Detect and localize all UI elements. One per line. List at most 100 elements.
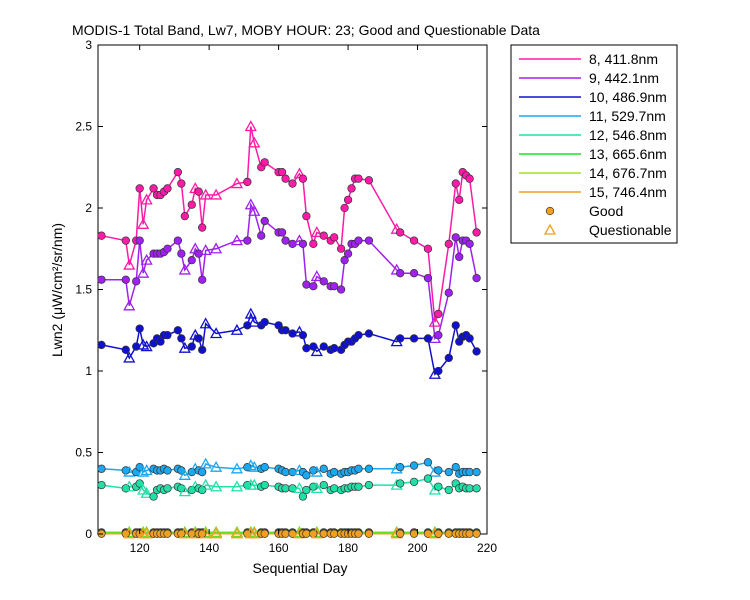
good-point [472, 228, 481, 237]
good-point [423, 244, 433, 253]
questionable-point [199, 478, 212, 490]
legend-good-marker [545, 206, 555, 216]
x-axis: 120 140 160 180 200 220 [130, 45, 497, 555]
good-point [455, 195, 464, 205]
good-point [97, 340, 106, 350]
questionable-point [178, 341, 191, 353]
good-point [465, 484, 474, 493]
good-point [277, 167, 287, 177]
good-point [465, 174, 474, 183]
good-point [177, 334, 186, 343]
y-axis: 0 0.5 1 1.5 2 2.5 3 [75, 38, 487, 541]
legend-entry: 8, 411.8nm [589, 51, 658, 67]
good-point [465, 467, 474, 477]
good-point [396, 269, 405, 278]
questionable-point [230, 177, 244, 189]
good-point [330, 233, 339, 242]
good-point [444, 353, 453, 363]
questionable-point [137, 266, 150, 278]
questionable-point [244, 307, 257, 319]
x-tick-label: 120 [130, 541, 150, 555]
legend-marker-label: Questionable [589, 222, 672, 238]
good-point [396, 228, 405, 237]
good-point [364, 176, 374, 185]
questionable-point [248, 478, 261, 490]
good-point [396, 334, 405, 343]
legend-marker-label: Good [589, 203, 623, 219]
good-point [302, 280, 311, 289]
good-point [309, 239, 318, 249]
good-point [396, 529, 405, 538]
good-point [364, 480, 374, 490]
questionable-point [230, 527, 244, 539]
good-point [163, 330, 172, 340]
questionable-point [209, 480, 223, 492]
questionable-point [123, 480, 136, 492]
good-point [455, 252, 464, 262]
good-point [97, 480, 106, 490]
x-tick-label: 200 [408, 541, 428, 555]
good-point [444, 467, 453, 477]
questionable-point [199, 244, 212, 256]
good-point [409, 334, 419, 343]
questionable-point [248, 527, 261, 539]
good-point [451, 463, 460, 472]
plot-area [97, 44, 488, 535]
good-point [97, 231, 106, 240]
questionable-point [230, 480, 244, 492]
good-point [149, 184, 158, 193]
good-point [354, 464, 363, 473]
good-point [330, 344, 339, 353]
questionable-point [209, 327, 223, 339]
questionable-point [199, 527, 212, 539]
good-point [163, 466, 172, 475]
good-point [281, 326, 290, 335]
questionable-point [209, 460, 223, 472]
questionable-point [123, 258, 136, 270]
good-point [340, 256, 349, 265]
questionable-point [199, 457, 212, 469]
good-point [451, 321, 460, 330]
good-point [121, 236, 130, 245]
good-point [343, 195, 353, 205]
questionable-point [230, 462, 244, 474]
legend-questionable-marker [543, 223, 557, 235]
good-point [281, 236, 290, 245]
questionable-point [123, 299, 136, 311]
questionable-point [123, 351, 136, 363]
good-point [180, 211, 189, 221]
y-tick-label: 0.5 [75, 446, 92, 460]
questionable-point [140, 527, 153, 539]
questionable-point [178, 263, 191, 275]
good-point [409, 461, 419, 470]
y-tick-label: 3 [85, 38, 92, 52]
legend-entry: 12, 546.8nm [589, 127, 667, 143]
good-point [135, 184, 144, 193]
x-axis-label: Sequential Day [253, 560, 348, 576]
questionable-point [310, 465, 323, 477]
y-tick-label: 0 [85, 527, 92, 541]
legend-entry: 13, 665.6nm [589, 146, 667, 162]
good-point [434, 482, 443, 491]
good-point [423, 474, 433, 483]
good-point [409, 236, 419, 245]
good-point [451, 179, 460, 188]
good-point [319, 464, 328, 473]
x-tick-label: 220 [477, 541, 497, 555]
questionable-point [248, 204, 261, 216]
good-point [97, 275, 106, 284]
good-point [434, 466, 443, 475]
good-point [409, 477, 419, 486]
good-point [347, 184, 356, 193]
legend-entry: 9, 442.1nm [589, 70, 659, 86]
good-point [187, 342, 196, 351]
good-point [434, 366, 443, 376]
good-point [198, 223, 207, 232]
good-point [277, 228, 287, 237]
legend-entry: 10, 486.9nm [589, 89, 667, 105]
good-point [409, 269, 419, 278]
y-tick-label: 2 [85, 201, 92, 215]
good-point [434, 309, 443, 319]
good-point [444, 239, 453, 249]
